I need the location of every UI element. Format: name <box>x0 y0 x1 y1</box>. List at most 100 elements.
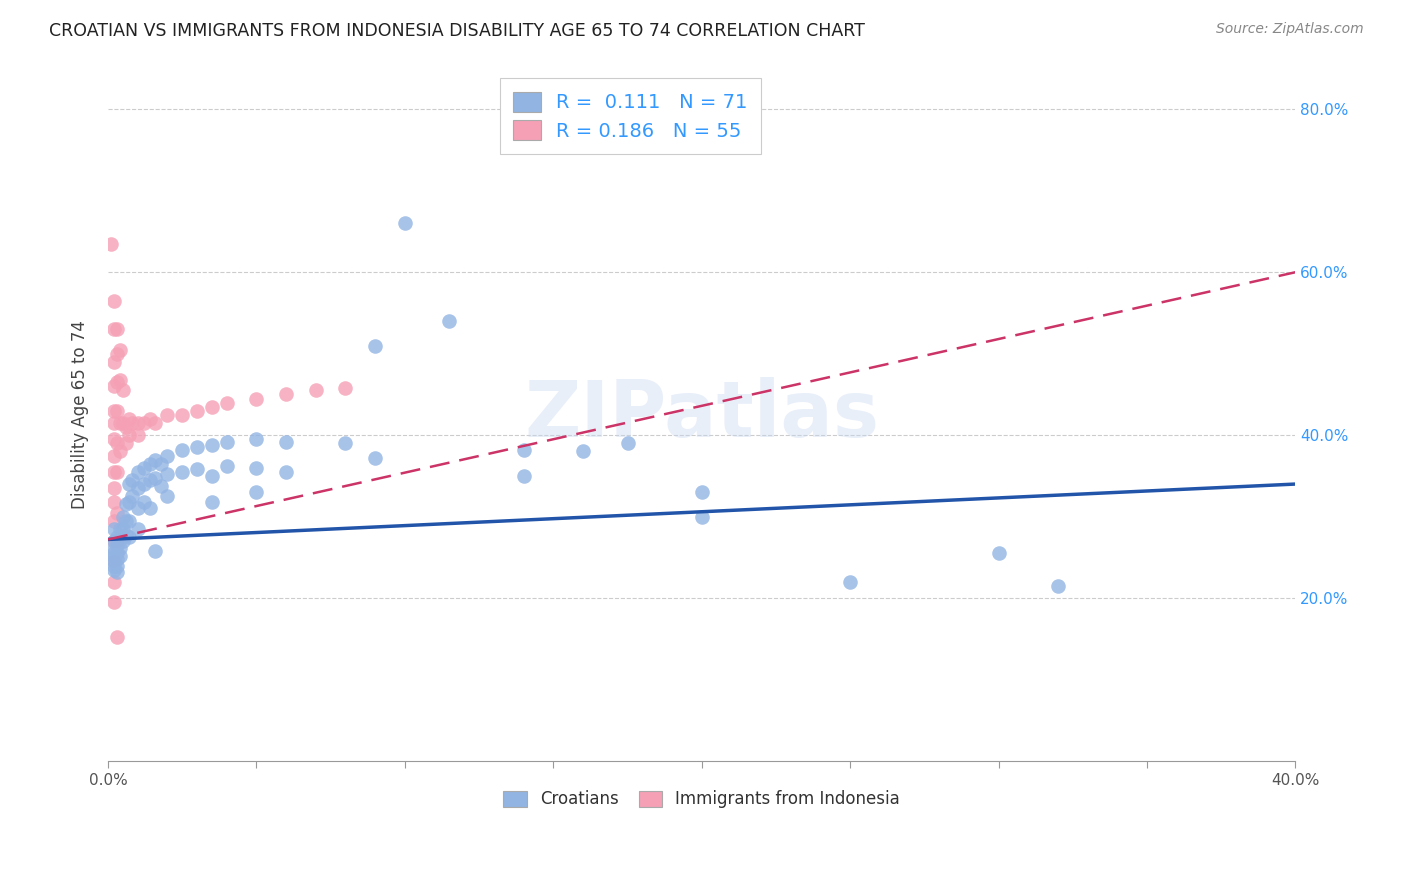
Point <box>186 403 208 417</box>
Point <box>156 449 179 463</box>
Point <box>132 460 155 475</box>
Point <box>118 495 141 509</box>
Point <box>105 538 128 552</box>
Point <box>201 469 224 483</box>
Point <box>105 534 128 549</box>
Point <box>103 293 125 308</box>
Point <box>512 442 534 457</box>
Point <box>100 236 122 251</box>
Point <box>245 432 267 446</box>
Point <box>118 514 141 528</box>
Point <box>150 478 173 492</box>
Point <box>215 459 238 474</box>
Point <box>103 495 125 509</box>
Point <box>105 403 128 417</box>
Point <box>108 444 131 458</box>
Point <box>121 489 143 503</box>
Point <box>103 514 125 528</box>
Point <box>172 465 194 479</box>
Point <box>690 509 713 524</box>
Point <box>105 558 128 573</box>
Legend: Croatians, Immigrants from Indonesia: Croatians, Immigrants from Indonesia <box>496 784 907 815</box>
Point <box>114 420 136 434</box>
Point <box>105 630 128 644</box>
Point <box>138 501 160 516</box>
Point <box>145 470 167 484</box>
Point <box>439 314 461 328</box>
Point <box>103 355 125 369</box>
Point <box>114 527 136 541</box>
Point <box>108 373 131 387</box>
Point <box>138 457 160 471</box>
Point <box>114 514 136 528</box>
Point <box>105 436 128 450</box>
Point <box>111 534 134 549</box>
Text: CROATIAN VS IMMIGRANTS FROM INDONESIA DISABILITY AGE 65 TO 74 CORRELATION CHART: CROATIAN VS IMMIGRANTS FROM INDONESIA DI… <box>49 22 865 40</box>
Point <box>105 552 128 566</box>
Point <box>114 436 136 450</box>
Point <box>394 216 416 230</box>
Point <box>108 549 131 563</box>
Point <box>127 428 149 442</box>
Point <box>103 554 125 568</box>
Point <box>156 467 179 482</box>
Point <box>127 416 149 430</box>
Point <box>1046 579 1069 593</box>
Point <box>127 501 149 516</box>
Y-axis label: Disability Age 65 to 74: Disability Age 65 to 74 <box>72 320 89 509</box>
Point <box>839 574 862 589</box>
Point <box>121 473 143 487</box>
Point <box>105 506 128 520</box>
Point <box>186 441 208 455</box>
Point <box>138 473 160 487</box>
Point <box>111 384 134 398</box>
Point <box>108 533 131 547</box>
Point <box>103 432 125 446</box>
Point <box>118 477 141 491</box>
Point <box>103 403 125 417</box>
Point <box>105 565 128 579</box>
Point <box>103 449 125 463</box>
Point <box>118 428 141 442</box>
Point <box>111 522 134 536</box>
Point <box>118 412 141 426</box>
Point <box>118 530 141 544</box>
Point <box>987 546 1010 560</box>
Point <box>111 509 134 524</box>
Point <box>103 563 125 577</box>
Point <box>201 438 224 452</box>
Point <box>215 434 238 449</box>
Point <box>103 558 125 573</box>
Text: ZIPatlas: ZIPatlas <box>524 376 879 453</box>
Point <box>572 444 595 458</box>
Point <box>103 534 125 549</box>
Point <box>108 522 131 536</box>
Point <box>108 343 131 357</box>
Point <box>127 481 149 495</box>
Point <box>105 375 128 389</box>
Point <box>364 338 387 352</box>
Point <box>616 436 638 450</box>
Point <box>103 554 125 568</box>
Point <box>132 477 155 491</box>
Point <box>132 416 155 430</box>
Point <box>111 416 134 430</box>
Point <box>105 546 128 560</box>
Point <box>690 485 713 500</box>
Point <box>132 495 155 509</box>
Point <box>245 460 267 475</box>
Point <box>156 489 179 503</box>
Point <box>274 387 297 401</box>
Point <box>145 416 167 430</box>
Point <box>103 550 125 565</box>
Point <box>245 392 267 406</box>
Point <box>103 522 125 536</box>
Point <box>150 457 173 471</box>
Point <box>245 485 267 500</box>
Point <box>103 379 125 393</box>
Point <box>103 574 125 589</box>
Point <box>305 384 328 398</box>
Point <box>172 442 194 457</box>
Point <box>274 434 297 449</box>
Point <box>105 347 128 361</box>
